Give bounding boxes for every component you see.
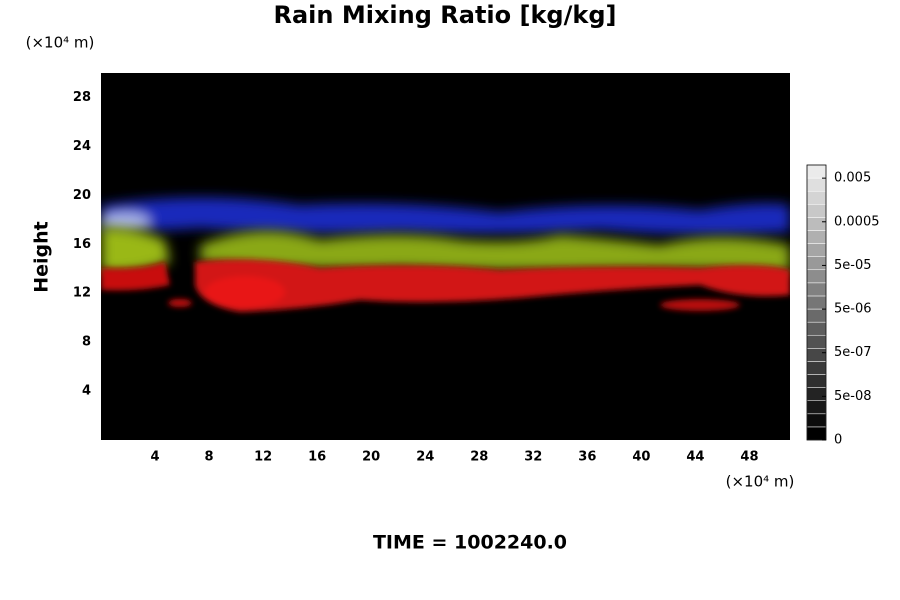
y-tick-label: 20 bbox=[73, 188, 91, 203]
colorbar-tick-label: 5e-07 bbox=[834, 345, 872, 360]
colorbar-tick-label: 5e-06 bbox=[834, 302, 872, 317]
colorbar-segment bbox=[806, 282, 827, 297]
colorbar-segment bbox=[806, 230, 827, 244]
y-tick-label: 8 bbox=[82, 335, 91, 350]
render bbox=[101, 197, 790, 312]
y-tick-label: 12 bbox=[73, 286, 91, 301]
colorbar-segment bbox=[806, 190, 827, 205]
colorbar-segment bbox=[806, 164, 827, 179]
x-tick-label: 20 bbox=[362, 450, 380, 465]
colorbar-segment bbox=[806, 217, 827, 231]
colorbar-tick-label: 0.0005 bbox=[834, 214, 880, 229]
colorbar-tick-label: 5e-05 bbox=[834, 258, 872, 273]
time-label: TIME = 1002240.0 bbox=[373, 532, 567, 554]
x-tick-label: 36 bbox=[578, 450, 596, 465]
y-unit: (×10⁴ m) bbox=[26, 34, 95, 52]
x-tick-label: 8 bbox=[205, 450, 214, 465]
colorbar-segment bbox=[806, 177, 827, 192]
x-tick-label: 44 bbox=[686, 450, 704, 465]
colorbar-segment bbox=[806, 426, 827, 441]
colorbar: 0 5e-08 5e-07 5e-06 5e-05 0.0005 0.005 bbox=[806, 164, 880, 448]
colorbar-frame bbox=[806, 164, 827, 441]
colorbar-tick-label: 0 bbox=[834, 433, 842, 448]
colorbar-segment bbox=[806, 334, 827, 349]
colorbar-tick-label: 5e-08 bbox=[834, 389, 872, 404]
x-tick-label: 40 bbox=[632, 450, 650, 465]
x-tick-label: 12 bbox=[254, 450, 272, 465]
colorbar-segment bbox=[806, 243, 827, 257]
x-tick-label: 16 bbox=[308, 450, 326, 465]
colorbar-segment bbox=[806, 204, 827, 218]
y-tick-label: 28 bbox=[73, 90, 91, 105]
colorbar-segment bbox=[806, 269, 827, 284]
y-tick-label: 4 bbox=[82, 384, 91, 399]
colorbar-segment bbox=[806, 387, 827, 401]
x-tick-label: 32 bbox=[524, 450, 542, 465]
x-unit: (×10⁴ m) bbox=[726, 473, 795, 491]
x-tick-label: 28 bbox=[470, 450, 488, 465]
x-tick-label: 24 bbox=[416, 450, 434, 465]
colorbar-segment bbox=[806, 308, 827, 323]
colorbar-segment bbox=[806, 321, 827, 336]
chart-title: Rain Mixing Ratio [kg/kg] bbox=[274, 1, 617, 29]
y-tick-label: 16 bbox=[73, 237, 91, 252]
x-tick-label: 48 bbox=[740, 450, 758, 465]
colorbar-tick-label: 0.005 bbox=[834, 171, 871, 186]
y-tick-label: 24 bbox=[73, 139, 91, 154]
colorbar-segment bbox=[806, 374, 827, 388]
colorbar-segment bbox=[806, 361, 827, 375]
colorbar-segment bbox=[806, 348, 827, 362]
colorbar-segment bbox=[806, 400, 827, 415]
colorbar-segment bbox=[806, 295, 827, 310]
y-axis-label: Height bbox=[31, 221, 53, 293]
colorbar-segment bbox=[806, 413, 827, 428]
colorbar-segment bbox=[806, 256, 827, 271]
x-tick-label: 4 bbox=[151, 450, 160, 465]
